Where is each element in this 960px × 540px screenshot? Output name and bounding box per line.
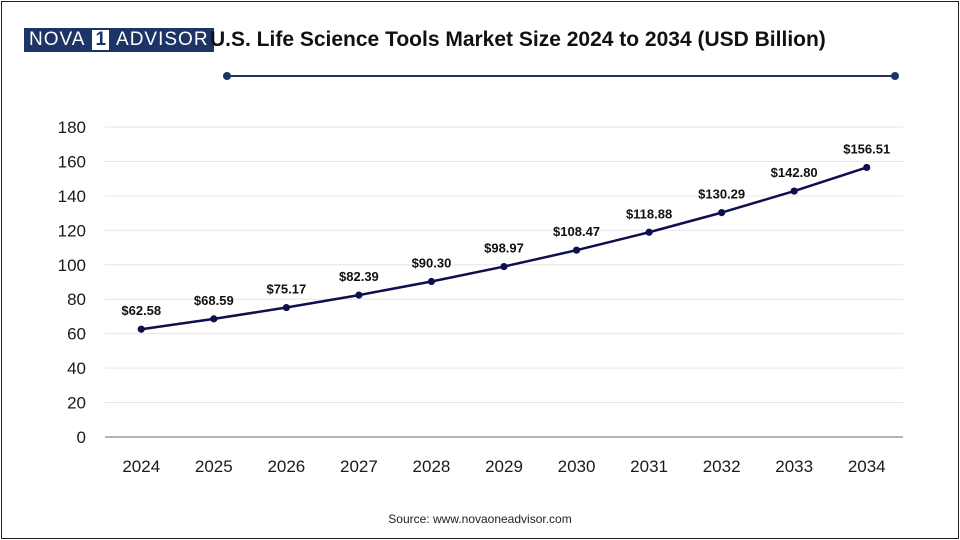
title-underline-dot-right xyxy=(891,72,899,80)
data-label: $75.17 xyxy=(266,282,306,297)
x-tick-label: 2032 xyxy=(703,457,741,476)
y-tick-label: 0 xyxy=(77,428,86,447)
data-point xyxy=(355,291,363,299)
grid-lines xyxy=(105,126,903,404)
data-point xyxy=(137,325,145,333)
logo-text-advisor: ADVISOR xyxy=(111,28,214,52)
y-tick-label: 140 xyxy=(58,187,86,206)
y-tick-label: 20 xyxy=(67,394,86,413)
data-label: $130.29 xyxy=(698,187,745,202)
data-point xyxy=(863,163,871,172)
data-label: $118.88 xyxy=(626,206,672,221)
x-tick-label: 2024 xyxy=(122,457,160,476)
chart-title: U.S. Life Science Tools Market Size 2024… xyxy=(210,28,826,51)
data-point xyxy=(572,246,581,254)
x-tick-label: 2033 xyxy=(775,457,813,476)
data-label: $82.39 xyxy=(339,269,379,284)
logo-text-nova: NOVA xyxy=(24,28,91,52)
title-underline-dot-left xyxy=(223,72,231,80)
y-tick-label: 60 xyxy=(67,325,86,344)
data-label: $98.97 xyxy=(484,241,524,256)
y-tick-label: 180 xyxy=(58,118,86,137)
x-tick-label: 2025 xyxy=(195,457,233,476)
data-point xyxy=(790,187,798,195)
y-tick-label: 100 xyxy=(58,256,86,275)
data-point xyxy=(718,209,726,217)
x-axis: 2024 2025 2026 2027 2028 2029 2030 2031 2032 2033… xyxy=(105,436,903,476)
x-tick-label: 2031 xyxy=(630,457,668,476)
x-tick-label: 2028 xyxy=(413,457,451,476)
brand-logo: NOVA 1 ADVISOR xyxy=(24,28,214,52)
data-point xyxy=(645,228,653,236)
y-tick-label: 40 xyxy=(67,359,86,378)
y-axis: 0 20 40 60 80 100 120 140 160 180 xyxy=(58,118,86,447)
y-tick-label: 80 xyxy=(67,290,86,309)
y-tick-label: 120 xyxy=(58,221,86,240)
data-label: $90.30 xyxy=(412,255,452,270)
x-tick-label: 2034 xyxy=(848,457,886,476)
y-tick-label: 160 xyxy=(58,152,86,171)
source-note: Source: www.novaoneadvisor.com xyxy=(388,512,572,526)
data-point xyxy=(500,262,508,271)
logo-text-one: 1 xyxy=(90,28,112,52)
data-label: $156.51 xyxy=(843,141,890,156)
data-label: $108.47 xyxy=(553,224,600,239)
data-series xyxy=(137,163,871,333)
title-underline xyxy=(223,72,899,80)
x-tick-label: 2026 xyxy=(267,457,305,476)
data-point xyxy=(282,303,290,312)
x-tick-label: 2029 xyxy=(485,457,523,476)
data-label: $62.58 xyxy=(121,303,161,318)
data-point xyxy=(210,315,218,323)
data-point xyxy=(427,277,436,286)
data-labels: $62.58 $68.59 $75.17 $82.39 $90.30 $98.97 $108… xyxy=(121,141,890,318)
x-tick-label: 2027 xyxy=(340,457,378,476)
x-tick-label: 2030 xyxy=(558,457,596,476)
data-label: $142.80 xyxy=(771,165,818,180)
data-label: $68.59 xyxy=(194,293,234,308)
